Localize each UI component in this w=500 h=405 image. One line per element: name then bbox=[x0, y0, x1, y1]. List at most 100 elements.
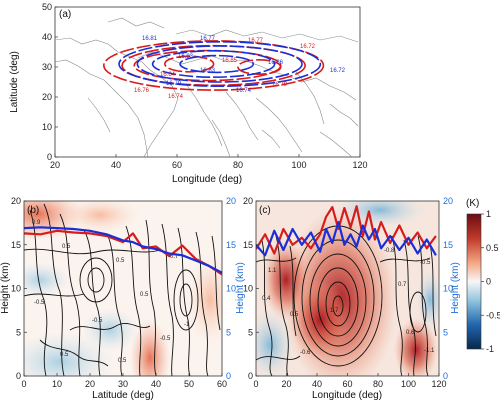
colorbar-tick-label: -0.5 bbox=[486, 310, 500, 320]
x-tick-label: 20 bbox=[281, 379, 291, 389]
contour-ring-red bbox=[237, 58, 282, 75]
right-y-tick-label: 10 bbox=[226, 284, 236, 294]
x-tick-label: 20 bbox=[50, 160, 60, 170]
x-tick-label: 60 bbox=[172, 160, 182, 170]
series-line-red bbox=[24, 229, 222, 276]
panel-a-ylabel: Latitude (deg) bbox=[9, 51, 20, 113]
y-tick-label: 5 bbox=[16, 327, 21, 337]
right-y-tick-label: 0 bbox=[226, 371, 231, 381]
contour-label: 0.9 bbox=[32, 220, 41, 226]
panel-b-label: (b) bbox=[27, 205, 39, 216]
panel-a-ticks: 20 40 60 80 100 120 0 10 20 30 40 50 bbox=[42, 2, 368, 170]
contour-label: -0.5 bbox=[92, 318, 103, 324]
y-tick-label: 15 bbox=[243, 240, 253, 250]
x-tick-label: 100 bbox=[401, 379, 416, 389]
panel-a-contour-labels: 16.81 16.77 16.77 16.72 16.83 16.85 16.8… bbox=[134, 36, 346, 100]
contour-ring-blue bbox=[136, 45, 303, 83]
contour-label: 16.79 bbox=[166, 81, 182, 87]
panel-a-contours bbox=[103, 40, 325, 91]
contour-label: 16.85 bbox=[222, 58, 238, 64]
y-tick-label: 20 bbox=[243, 196, 253, 206]
contour-label: 16.74 bbox=[168, 94, 184, 100]
y-tick-label: 5 bbox=[248, 327, 253, 337]
right-y-tick-label: 5 bbox=[226, 327, 231, 337]
right-y-tick-label: 10 bbox=[443, 284, 453, 294]
right-y-tick-label: 5 bbox=[443, 327, 448, 337]
y-tick-label: 30 bbox=[42, 62, 52, 72]
contour-label: 1.1 bbox=[268, 268, 277, 274]
panel-a-xlabel: Longitude (deg) bbox=[172, 174, 242, 185]
contour-label: 0.4 bbox=[262, 296, 271, 302]
contour-label: 16.79 bbox=[272, 82, 288, 88]
panel-b-xlabel: Latitude (deg) bbox=[92, 390, 154, 401]
y-tick-label: 0 bbox=[248, 371, 253, 381]
x-tick-label: 120 bbox=[431, 379, 446, 389]
x-tick-label: 20 bbox=[85, 379, 95, 389]
contour-label: -0.5 bbox=[160, 336, 171, 342]
x-tick-label: 40 bbox=[151, 379, 161, 389]
contour-label: 0.7 bbox=[170, 254, 179, 260]
colorbar: (K) 1 0.5 0 -0.5 -1 bbox=[466, 198, 500, 354]
contour-label: 16.84 bbox=[160, 72, 176, 78]
series-line-blue bbox=[256, 220, 437, 257]
y-tick-label: 10 bbox=[243, 284, 253, 294]
colorbar-tick-label: -1 bbox=[486, 344, 494, 354]
contour-label: 16.72 bbox=[300, 44, 316, 50]
y-tick-label: 40 bbox=[42, 32, 52, 42]
contour-label: 16.86 bbox=[268, 60, 284, 66]
panel-a-label: (a) bbox=[59, 9, 71, 20]
colorbar-tick-label: 0.5 bbox=[486, 243, 499, 253]
x-tick-label: 30 bbox=[118, 379, 128, 389]
y-tick-label: 10 bbox=[42, 122, 52, 132]
contour-label: 0.5 bbox=[118, 358, 127, 364]
y-tick-label: 20 bbox=[11, 196, 21, 206]
right-y-tick-label: 20 bbox=[226, 196, 236, 206]
panel-a-frame bbox=[54, 6, 361, 158]
right-y-tick-label: 0 bbox=[443, 371, 448, 381]
contour-label: -0.5 bbox=[420, 260, 431, 266]
contour-label: 16.76 bbox=[134, 88, 150, 94]
contour-label: 0.6 bbox=[406, 330, 415, 336]
panel-b-heatmap bbox=[24, 201, 222, 376]
panel-a: 16.81 16.77 16.77 16.72 16.83 16.85 16.8… bbox=[9, 2, 368, 185]
x-tick-label: 80 bbox=[233, 160, 243, 170]
series-line-blue bbox=[24, 226, 222, 274]
colorbar-tick-label: 0 bbox=[486, 277, 491, 287]
contour-label: 16.83 bbox=[200, 68, 216, 74]
y-tick-label: 10 bbox=[11, 284, 21, 294]
x-tick-label: 60 bbox=[217, 379, 227, 389]
x-tick-label: 120 bbox=[352, 160, 367, 170]
contour-label: 16.74 bbox=[236, 88, 252, 94]
panel-c-right-ylabel: Height (km) bbox=[450, 262, 461, 314]
panel-c-series bbox=[256, 205, 437, 257]
colorbar-tick-label: 1 bbox=[486, 209, 491, 219]
panel-c-label: (c) bbox=[259, 205, 271, 216]
panel-c-xlabel: Longitude (deg) bbox=[312, 390, 382, 401]
contour-label: -0.8 bbox=[384, 248, 395, 254]
contour-label: 0.5 bbox=[290, 312, 299, 318]
contour-ring-red bbox=[121, 44, 306, 87]
panel-b-series bbox=[24, 226, 222, 276]
contour-ring-blue bbox=[151, 49, 276, 78]
contour-ring-red bbox=[103, 40, 325, 91]
panel-b-ylabel: Height (km) bbox=[0, 262, 11, 314]
panel-b-contour-lines bbox=[24, 203, 221, 376]
contour-label: 0.5 bbox=[62, 244, 71, 250]
x-tick-label: 40 bbox=[312, 379, 322, 389]
panel-c-contour-lines bbox=[256, 225, 437, 376]
contour-label: 1.7 bbox=[330, 308, 339, 314]
contour-label: -0.6 bbox=[300, 350, 311, 356]
contour-label: 16.77 bbox=[248, 38, 264, 44]
contour-label: 0.7 bbox=[398, 282, 407, 288]
series-line-red bbox=[256, 205, 437, 255]
panel-b: 0.9 0.5 0.5 0.7 0.5 -0.5 -0.5 -0.5 -1 0.… bbox=[0, 196, 236, 401]
contour-label: 0.5 bbox=[140, 292, 149, 298]
colorbar-label: (K) bbox=[466, 198, 479, 209]
panel-c: 1.1 0.4 0.5 -0.6 1.7 -0.8 0.7 0.6 -0.5 -… bbox=[243, 196, 453, 401]
contour-label: 0.5 bbox=[60, 352, 69, 358]
contour-label: 16.72 bbox=[330, 68, 346, 74]
x-tick-label: 100 bbox=[291, 160, 306, 170]
contour-label: 0.5 bbox=[116, 258, 125, 264]
